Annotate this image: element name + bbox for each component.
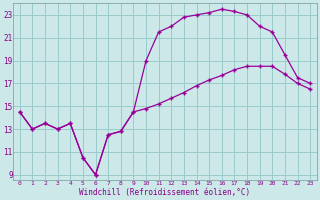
X-axis label: Windchill (Refroidissement éolien,°C): Windchill (Refroidissement éolien,°C)	[79, 188, 251, 197]
